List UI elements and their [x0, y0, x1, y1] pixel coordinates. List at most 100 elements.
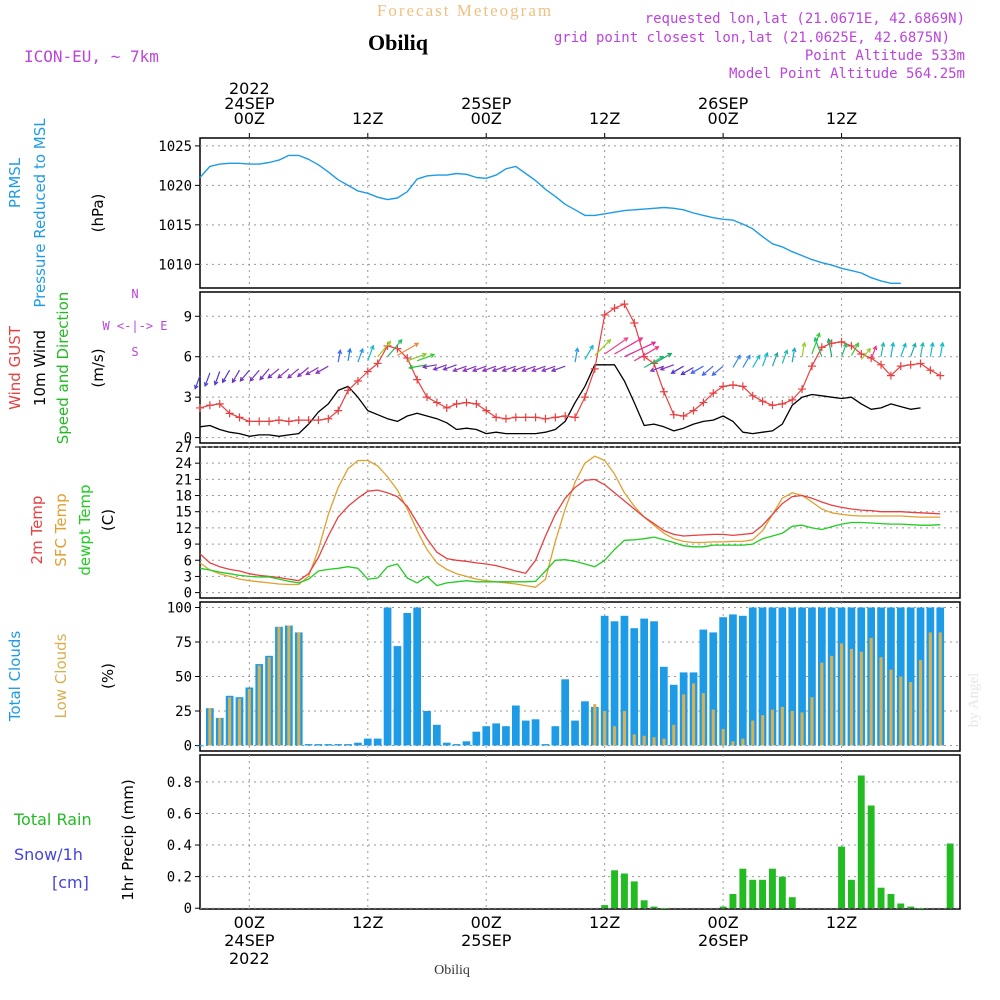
gust-marker: [383, 341, 392, 350]
compass-south: S: [131, 345, 138, 359]
y-tick-label: 1010: [158, 257, 192, 273]
wind-direction-arrow: [841, 342, 848, 357]
low-cloud-bar: [237, 698, 241, 746]
wind-direction-arrow: [594, 338, 612, 356]
y-tick-label: 100: [167, 601, 192, 617]
low-cloud-bar: [208, 708, 212, 746]
wind-direction-arrow: [670, 365, 684, 374]
wind-direction-arrow: [550, 365, 566, 373]
low-cloud-bar: [780, 706, 784, 746]
wind-direction-arrow: [407, 352, 428, 362]
gust-marker: [492, 413, 501, 422]
gust-marker: [324, 414, 333, 423]
wind-panel: 0 3 6 9 Wind GUST 10m Wind Speed and Direction…: [6, 287, 961, 447]
total-cloud-bar: [709, 632, 718, 746]
wind-direction-arrow: [203, 372, 211, 388]
wind-direction-arrow: [732, 354, 741, 368]
gust-marker: [807, 362, 816, 371]
gust-marker: [344, 386, 353, 395]
top-axis-label: 12Z: [352, 109, 383, 128]
wind-direction-arrow: [367, 344, 375, 362]
total-cloud-bar: [906, 607, 915, 746]
total-cloud-bar: [363, 738, 372, 746]
wind-direction-arrow: [870, 345, 878, 360]
bottom-axis-label: 2022: [229, 949, 270, 968]
precip-bar: [739, 868, 747, 909]
gust-marker: [423, 393, 432, 402]
wind-direction-arrow: [801, 341, 807, 357]
total-cloud-bar: [600, 615, 609, 746]
wind-direction-arrow: [221, 369, 231, 384]
wind-direction-arrow: [659, 364, 675, 371]
y-tick-label: 0: [184, 738, 192, 754]
wind-direction-arrow: [762, 351, 769, 367]
gust-marker: [728, 381, 737, 390]
watermark: by Angel: [966, 673, 982, 728]
total-cloud-bar: [344, 744, 352, 746]
total-cloud-bar: [669, 684, 678, 746]
gust-marker: [788, 395, 797, 404]
total-cloud-bar: [581, 701, 589, 746]
wind-direction-arrow: [752, 354, 761, 368]
panel-frame: [199, 754, 961, 910]
y-tick-label: 21: [175, 472, 192, 488]
wind-direction-arrow: [939, 341, 945, 357]
gust-marker: [817, 343, 826, 352]
total-cloud-bar: [719, 617, 727, 746]
low-cloud-bar: [790, 711, 794, 746]
precip-bar: [719, 906, 727, 909]
bottom-axis-label: 12Z: [352, 913, 383, 932]
total-cloud-bar: [660, 666, 668, 746]
wind-direction-arrow: [781, 349, 789, 364]
bottom-axis-label: 12Z: [589, 913, 620, 932]
precip-bar: [857, 775, 865, 909]
location-title: Obiliq: [368, 30, 429, 55]
total-cloud-bar: [383, 607, 392, 746]
y-tick-label: 27: [175, 440, 192, 456]
pressure-line: [199, 154, 901, 284]
wind-direction-arrow: [421, 364, 438, 370]
low-cloud-bar: [751, 720, 755, 746]
gust-marker: [294, 416, 303, 425]
y-tick-label: 18: [175, 489, 192, 505]
gust-marker: [571, 413, 580, 422]
gust-marker: [284, 417, 293, 426]
gust-marker: [274, 416, 283, 425]
gridpoint-coords: grid point closest lon,lat (21.0625E, 42…: [554, 30, 950, 46]
low-cloud-bar: [928, 632, 932, 746]
pressure-unit: (hPa): [89, 194, 107, 233]
gust-marker: [886, 371, 895, 380]
temp-2m-label: 2m Temp: [28, 496, 46, 565]
top-axis-label: 00Z: [707, 109, 738, 128]
wind-direction-arrow: [277, 368, 290, 379]
requested-coords: requested lon,lat (21.0671E, 42.6869N): [645, 11, 965, 27]
top-axis-label: 12Z: [826, 109, 857, 128]
wind-direction-arrow: [811, 332, 821, 355]
bottom-axis-label: 26SEP: [698, 931, 749, 950]
total-cloud-bar: [423, 711, 431, 746]
top-axis-label: 12Z: [589, 109, 620, 128]
total-cloud-bar: [739, 615, 747, 746]
snow-unit-label: [cm]: [52, 873, 89, 892]
precip-unit: 1hr Precip (mm): [119, 779, 137, 900]
low-cloud-bar: [257, 665, 261, 746]
wind-direction-arrow: [296, 367, 309, 378]
gust-marker: [413, 375, 422, 384]
low-cloud-bar: [218, 717, 222, 746]
low-cloud-bar: [603, 711, 607, 746]
wind-direction-arrow: [850, 342, 860, 356]
total-cloud-bar: [334, 744, 342, 746]
wind-direction-arrow: [653, 352, 673, 365]
low-cloud-bar: [613, 726, 617, 746]
wind-direction-arrow: [491, 365, 507, 373]
y-tick-label: 1015: [158, 218, 192, 234]
wind-direction-arrow: [249, 369, 260, 382]
gust-marker: [403, 354, 412, 363]
gust-marker: [265, 417, 274, 426]
gust-marker: [245, 417, 254, 426]
wind-direction-arrow: [501, 365, 517, 373]
y-tick-label: 1020: [158, 178, 192, 194]
low-cloud-bar: [297, 632, 301, 746]
wind-direction-arrow: [213, 371, 221, 386]
wind-direction-arrow: [231, 369, 241, 384]
